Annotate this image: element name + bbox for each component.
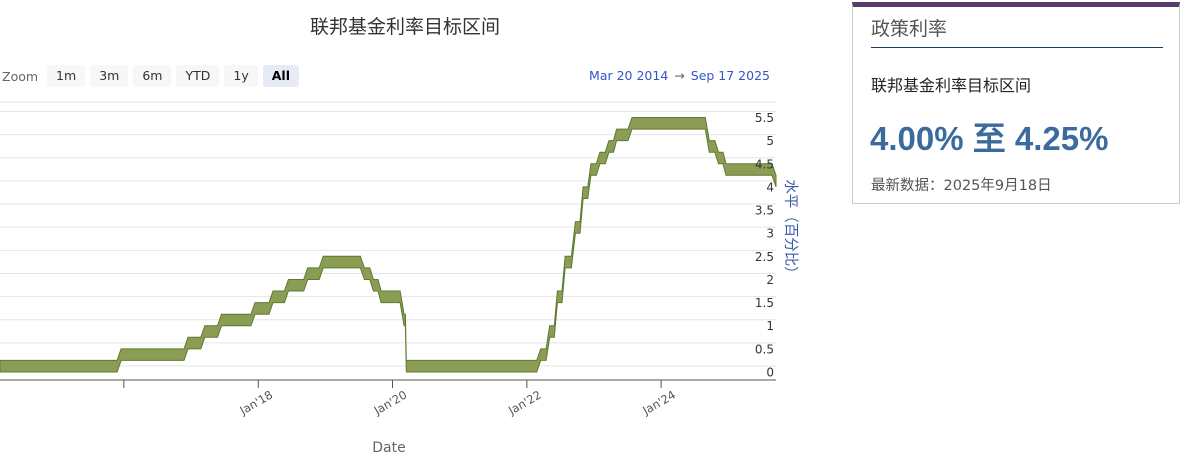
y-tick-label: 3 [766,227,774,241]
panel-latest-date: 最新数据：2025年9月18日 [871,178,1052,194]
policy-rate-panel: 政策利率 联邦基金利率目标区间 4.00% 至 4.25% 最新数据：2025年… [852,2,1180,204]
zoom-label: Zoom [2,68,39,84]
panel-heading: 政策利率 [871,14,1163,48]
chart-title: 联邦基金利率目标区间 [309,16,500,38]
panel-rate-value: 4.00% 至 4.25% [870,120,1109,157]
y-tick-label: 3.5 [755,204,774,218]
plot-area [0,117,777,373]
range-arrow: → [674,68,685,83]
range-to-date[interactable]: Sep 17 2025 [690,68,770,83]
y-tick-label: 5.5 [755,111,774,125]
y-tick-label: 5 [766,134,774,148]
y-tick-label: 0 [766,366,774,380]
zoom-1m-button[interactable]: 1m [47,65,86,87]
zoom-1y-button[interactable]: 1y [224,65,258,87]
zoom-all-button[interactable]: All [262,65,299,87]
y-tick-label: 4.5 [755,157,774,171]
x-tick-label: Jan'18 [237,388,276,418]
rate-band [0,117,777,373]
zoom-ytd-button[interactable]: YTD [176,65,220,87]
zoom-6m-button[interactable]: 6m [133,65,172,87]
y-tick-label: 4 [766,180,774,194]
x-axis-title: Date [372,440,405,456]
gridlines [0,101,776,367]
panel-label: 联邦基金利率目标区间 [871,76,1032,95]
y-tick-label: 2.5 [755,250,774,264]
x-tick-label: Jan'24 [639,388,678,418]
y-tick-label: 1 [766,319,774,333]
range-from-date[interactable]: Mar 20 2014 [589,68,669,83]
zoom-bar: Zoom 1m 3m 6m YTD 1y All [2,64,299,88]
rate-chart: 00.511.522.533.544.555.5 Jan'18 Jan'20 Jan… [0,101,799,456]
y-tick-label: 0.5 [755,342,774,356]
date-range: Mar 20 2014 → Sep 17 2025 [560,68,770,83]
zoom-3m-button[interactable]: 3m [90,65,129,87]
y-tick-label: 2 [766,273,774,287]
x-axis: Jan'18 Jan'20 Jan'22 Jan'24 [0,379,776,418]
y-axis-title: 水平（百分比） [782,179,799,281]
x-tick-label: Jan'20 [371,388,410,418]
x-tick-label: Jan'22 [505,388,544,418]
y-axis-ticks: 0 0.5 1 1.5 2 2.5 3 3.5 4 4.5 5 5.5 [755,111,774,380]
y-tick-label: 1.5 [755,296,774,310]
